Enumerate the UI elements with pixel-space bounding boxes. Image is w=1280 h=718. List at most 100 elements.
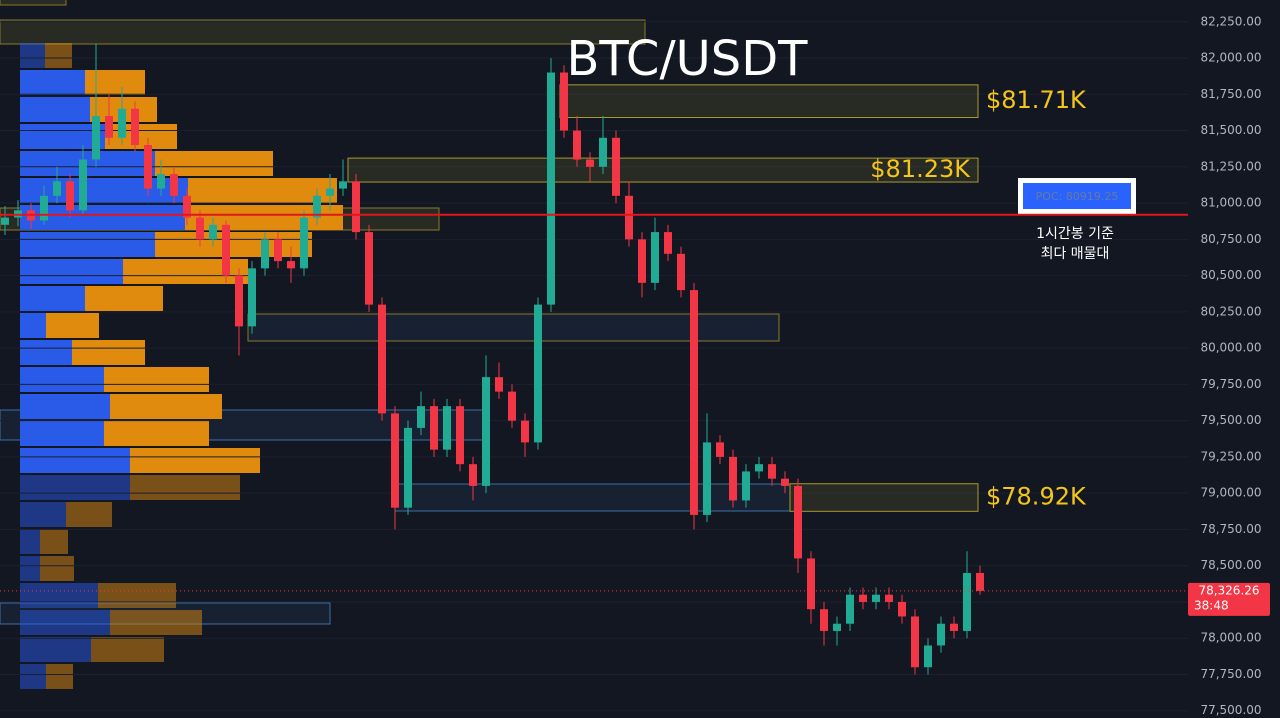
profile-sell (130, 448, 260, 473)
chart-title: BTC/USDT (566, 31, 808, 87)
candle-body (599, 137, 607, 167)
profile-buy (20, 340, 72, 365)
candle-body (534, 304, 542, 443)
candle-body (794, 485, 802, 559)
candle-body (677, 253, 685, 291)
y-tick-label: 81,000.00 (1200, 196, 1261, 210)
profile-sell (155, 232, 312, 257)
profile-sell (104, 367, 209, 392)
candle-body (222, 224, 230, 276)
y-tick-label: 79,250.00 (1200, 449, 1261, 463)
candle-body (521, 420, 529, 443)
profile-sell (91, 637, 164, 662)
candle-body (898, 601, 906, 617)
profile-buy (20, 97, 90, 122)
profile-sell (40, 556, 74, 581)
profile-sell (98, 583, 176, 608)
candle-body (625, 195, 633, 240)
candles (1, 43, 984, 675)
zones: $81.71K $81.23K $78.92K (347, 84, 1087, 512)
y-tick-label: 79,000.00 (1200, 486, 1261, 500)
profile-sell (85, 70, 145, 95)
candle-body (742, 471, 750, 501)
candle-body (1, 217, 9, 225)
candle-body (963, 572, 971, 631)
profile-buy (20, 664, 46, 689)
candle-body (274, 239, 282, 262)
profile-buy (20, 475, 130, 500)
candle-body (209, 224, 217, 240)
candle-body (105, 116, 113, 138)
candle-body (846, 594, 854, 624)
candle-body (638, 239, 646, 283)
profile-buy (20, 448, 130, 473)
candle-body (885, 594, 893, 602)
zone (347, 157, 979, 183)
candle-body (53, 181, 61, 196)
zone (0, 19, 646, 45)
profile-sell (155, 151, 273, 176)
candle-body (508, 391, 516, 421)
profile-buy (20, 232, 155, 257)
y-tick-label: 80,500.00 (1200, 268, 1261, 282)
candle-body (352, 181, 360, 233)
profile-buy (20, 313, 46, 338)
candle-body (586, 159, 594, 167)
profile-buy (20, 259, 123, 284)
y-tick-label: 80,250.00 (1200, 304, 1261, 318)
candle-body (391, 413, 399, 508)
candle-body (573, 130, 581, 160)
profile-buy (20, 394, 110, 419)
candle-body (807, 558, 815, 610)
y-tick-label: 80,750.00 (1200, 232, 1261, 246)
candle-body (261, 239, 269, 269)
volume-profile (20, 43, 343, 689)
candle-body (768, 464, 776, 479)
profile-sell (130, 475, 240, 500)
y-tick-label: 79,500.00 (1200, 413, 1261, 427)
zone (247, 313, 780, 342)
candle-body (339, 181, 347, 189)
profile-buy (20, 286, 85, 311)
last-price-label: 78,326.26 (1198, 583, 1259, 597)
y-tick-label: 82,000.00 (1200, 51, 1261, 65)
profile-sell (110, 610, 202, 635)
candle-body (560, 72, 568, 131)
profile-buy (20, 151, 155, 176)
y-tick-label: 78,000.00 (1200, 631, 1261, 645)
profile-sell (110, 394, 222, 419)
y-tick-label: 79,750.00 (1200, 377, 1261, 391)
candle-body (976, 572, 984, 591)
y-tick-label: 82,250.00 (1200, 14, 1261, 28)
y-tick-label: 81,250.00 (1200, 159, 1261, 173)
grid (0, 21, 1188, 712)
y-tick-label: 78,500.00 (1200, 558, 1261, 572)
profile-buy (20, 502, 66, 527)
candle-body (287, 261, 295, 269)
candle-body (872, 594, 880, 602)
profile-sell (104, 421, 209, 446)
candle-body (443, 406, 451, 450)
candle-body (924, 645, 932, 668)
zone-label: $78.92K (986, 483, 1087, 511)
candle-body (430, 406, 438, 450)
profile-buy (20, 70, 85, 95)
candle-body (183, 195, 191, 218)
profile-buy (20, 124, 105, 149)
candle-body (196, 217, 204, 240)
candle-body (547, 72, 555, 305)
y-axis: 77,500.0077,750.0078,000.0078,250.0078,5… (1200, 14, 1261, 717)
poc-box (1023, 183, 1131, 209)
candle-body (144, 145, 152, 189)
candle-body (612, 137, 620, 196)
profile-buy (20, 421, 104, 446)
candle-body (157, 174, 165, 189)
candle-body (716, 442, 724, 457)
profile-buy (20, 529, 40, 554)
countdown: 38:48 (1194, 598, 1229, 612)
last-price-box (1188, 582, 1270, 616)
zone-label: $81.71K (986, 86, 1087, 114)
zone-label: $81.23K (870, 155, 971, 183)
candle-body (469, 464, 477, 486)
